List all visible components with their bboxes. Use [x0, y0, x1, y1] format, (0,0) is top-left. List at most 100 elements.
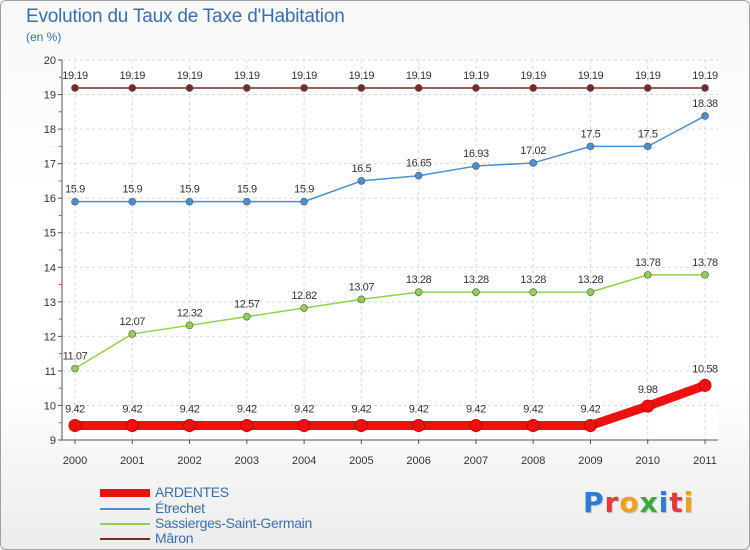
- data-label-m-ron: 19.19: [520, 70, 546, 82]
- data-point-sassierges-saint-germain: [357, 295, 366, 304]
- axes: 9 10 11 12 13 14 15 16 17 18 19 20 2000 2001 2002 2003 2…: [44, 55, 718, 467]
- data-point-ardentes: [68, 418, 82, 432]
- data-point-sassierges-saint-germain: [643, 271, 652, 279]
- logo-letter: i: [658, 486, 670, 519]
- x-tick-label: 2009: [578, 455, 602, 467]
- series-line--trechet: [74, 115, 706, 203]
- plot-area: [62, 60, 718, 440]
- x-tick-label: 2006: [406, 455, 430, 467]
- data-label-sassierges-saint-germain: 13.78: [635, 257, 661, 269]
- data-label-ardentes: 9.42: [65, 403, 85, 415]
- data-point-ardentes: [354, 418, 368, 432]
- data-label-sassierges-saint-germain: 11.07: [63, 350, 88, 362]
- x-tick-label: 2004: [292, 455, 316, 467]
- x-tick-label: 2005: [349, 455, 373, 467]
- data-label-sassierges-saint-germain: 12.82: [291, 290, 317, 302]
- x-tick-label: 2011: [693, 455, 717, 467]
- data-label-m-ron: 19.19: [463, 70, 489, 82]
- x-tick-label: 2008: [521, 455, 545, 467]
- data-point--trechet: [185, 197, 194, 206]
- data-point--trechet: [71, 197, 79, 206]
- data-point-ardentes: [583, 418, 597, 432]
- data-label-sassierges-saint-germain: 13.07: [349, 281, 375, 293]
- data-labels: 9.42 9.42 9.42 9.42 9.42 9.42 9.42 9.42 9.42 9.42…: [62, 70, 718, 416]
- series-line-sassierges-saint-germain: [74, 274, 706, 370]
- data-point--trechet: [701, 112, 709, 120]
- data-point-sassierges-saint-germain: [71, 364, 79, 373]
- data-label-sassierges-saint-germain: 13.28: [463, 274, 489, 286]
- data-point--trechet: [643, 142, 652, 151]
- chart-title: Evolution du Taux de Taxe d'Habitation: [26, 6, 345, 27]
- logo-letter: o: [619, 486, 640, 519]
- logo-letter: x: [639, 486, 659, 519]
- data-label-m-ron: 19.19: [120, 70, 146, 82]
- data-label--trechet: 15.9: [237, 184, 257, 196]
- data-label-m-ron: 19.19: [291, 70, 317, 82]
- data-label--trechet: 17.02: [520, 145, 546, 157]
- data-label-sassierges-saint-germain: 13.28: [578, 274, 604, 286]
- data-point-sassierges-saint-germain: [243, 312, 251, 321]
- data-label-ardentes: 9.42: [122, 403, 142, 415]
- data-label-ardentes: 9.42: [351, 403, 371, 415]
- data-point-m-ron: [357, 84, 366, 92]
- data-point-ardentes: [183, 418, 197, 432]
- series: [68, 84, 712, 432]
- legend-swatch-etrechet: [100, 508, 150, 510]
- legend-label-maron: Mâron: [155, 530, 194, 546]
- data-label-m-ron: 19.19: [692, 70, 718, 82]
- data-point-m-ron: [128, 84, 137, 92]
- data-point-m-ron: [71, 84, 79, 92]
- data-point-ardentes: [240, 418, 254, 432]
- data-point-sassierges-saint-germain: [529, 288, 537, 296]
- data-point-ardentes: [297, 418, 311, 432]
- data-label--trechet: 16.5: [351, 163, 371, 175]
- x-tick-label: 2002: [177, 455, 201, 467]
- data-point-sassierges-saint-germain: [128, 330, 137, 338]
- data-point-ardentes: [526, 418, 540, 432]
- x-tick-label: 2007: [464, 455, 488, 467]
- data-label--trechet: 17.5: [581, 128, 601, 140]
- data-point-m-ron: [701, 84, 709, 92]
- data-point-sassierges-saint-germain: [185, 321, 194, 330]
- data-label-ardentes: 9.42: [523, 403, 543, 415]
- data-label-sassierges-saint-germain: 13.28: [406, 274, 432, 286]
- data-label-ardentes: 9.42: [180, 403, 200, 415]
- data-label-ardentes: 10.58: [692, 363, 718, 375]
- data-label-sassierges-saint-germain: 13.28: [520, 274, 546, 286]
- data-point-sassierges-saint-germain: [701, 271, 709, 279]
- data-label--trechet: 16.93: [463, 148, 489, 160]
- x-tick-label: 2010: [635, 455, 659, 467]
- y-tick-label: 10: [44, 400, 56, 412]
- data-label--trechet: 17.5: [638, 128, 658, 140]
- grid: [62, 59, 718, 441]
- data-label-ardentes: 9.42: [237, 403, 257, 415]
- y-tick-label: 14: [44, 262, 56, 274]
- logo-letter: i: [683, 486, 695, 519]
- data-label--trechet: 15.9: [65, 184, 85, 196]
- legend-label-etrechet: Étrechet: [155, 500, 205, 516]
- data-point-m-ron: [243, 84, 251, 92]
- data-point-m-ron: [529, 84, 537, 92]
- data-label-m-ron: 19.19: [349, 70, 375, 82]
- data-label-m-ron: 19.19: [234, 70, 260, 82]
- data-point--trechet: [529, 159, 537, 167]
- chart-unit: (en %): [26, 30, 62, 44]
- data-point--trechet: [414, 171, 423, 180]
- data-point-sassierges-saint-germain: [414, 288, 423, 296]
- data-point-ardentes: [412, 418, 426, 432]
- data-label-ardentes: 9.42: [294, 403, 314, 415]
- y-tick-label: 12: [44, 331, 56, 343]
- data-label-m-ron: 19.19: [578, 70, 604, 82]
- data-point--trechet: [586, 142, 595, 151]
- x-tick-label: 2003: [235, 455, 259, 467]
- y-tick-label: 19: [44, 90, 56, 102]
- x-tick-label: 2001: [120, 455, 144, 467]
- data-label-sassierges-saint-germain: 13.78: [692, 257, 718, 269]
- y-tick-label: 15: [44, 228, 56, 240]
- series-line-ardentes: [70, 380, 710, 430]
- data-point-m-ron: [643, 84, 652, 92]
- data-label-ardentes: 9.42: [466, 403, 486, 415]
- x-tick-label: 2000: [63, 455, 87, 467]
- data-point-m-ron: [414, 84, 423, 92]
